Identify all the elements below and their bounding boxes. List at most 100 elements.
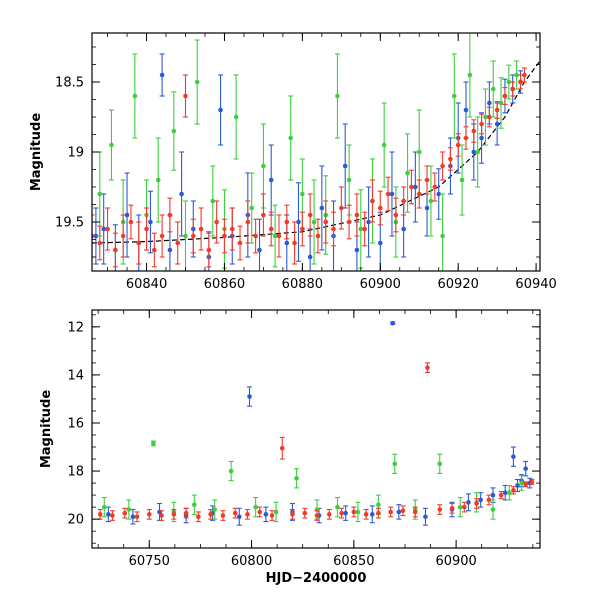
top-series-2-point	[237, 225, 243, 261]
top-data-point	[475, 149, 480, 155]
bottom-series-2-point	[97, 508, 103, 520]
top-data-point	[93, 233, 99, 239]
top-data-point	[171, 128, 177, 134]
top-data-point	[218, 107, 223, 113]
top-series-0-point	[342, 123, 348, 209]
top-data-point	[490, 86, 496, 92]
bottom-data-point	[122, 510, 128, 516]
top-data-point	[249, 205, 255, 211]
top-data-point	[272, 233, 278, 239]
top-series-0-point	[93, 207, 99, 265]
bottom-data-point	[191, 502, 197, 508]
top-series-2-point	[299, 211, 305, 247]
bottom-data-point	[130, 514, 136, 520]
bottom-data-point	[486, 497, 492, 503]
top-data-point	[97, 240, 103, 246]
top-data-point	[132, 93, 138, 99]
bottom-series-2-point	[375, 507, 381, 519]
bottom-series-2-point	[363, 508, 369, 520]
bottom-data-point	[437, 507, 443, 512]
top-data-point	[393, 212, 399, 218]
top-series-2-point	[182, 74, 188, 118]
bottom-data-point	[355, 509, 361, 515]
top-data-point	[366, 219, 371, 225]
top-data-point	[405, 170, 410, 176]
top-data-point	[253, 233, 258, 239]
top-series-2-point	[276, 214, 282, 258]
bottom-series-2-point	[302, 507, 308, 519]
top-series-1-point	[346, 144, 352, 216]
bottom-series-2-point	[183, 507, 189, 519]
top-data-point	[222, 233, 227, 239]
bottom-data-point	[245, 512, 250, 517]
top-series-1-point	[155, 137, 161, 223]
top-data-point	[292, 240, 297, 246]
top-data-point	[467, 72, 473, 78]
bottom-data-point	[232, 510, 238, 516]
top-series-1-point	[249, 172, 255, 244]
bottom-series-2-point	[474, 498, 480, 509]
bottom-data-point	[457, 504, 463, 510]
top-series-2-point	[175, 221, 181, 265]
top-series-1-point	[506, 64, 512, 100]
bottom-x-axis-title: HJD−2400000	[266, 571, 367, 586]
top-series-1-point	[97, 151, 103, 237]
bottom-series-0-point	[247, 386, 253, 407]
bottom-data-point	[228, 468, 234, 474]
top-series-2-point	[521, 67, 527, 83]
top-data-point	[377, 240, 383, 246]
bottom-y-tick-label: 14	[67, 368, 84, 383]
top-x-tick-label: 60900	[360, 277, 401, 292]
top-data-point	[300, 191, 305, 197]
top-data-point	[377, 205, 383, 211]
top-data-point	[179, 191, 184, 197]
top-data-point	[362, 226, 367, 232]
bottom-data-point	[314, 513, 320, 518]
bottom-data-point	[376, 510, 381, 516]
bottom-data-point	[236, 514, 242, 520]
bottom-y-axis-title: Magnitude	[39, 390, 54, 469]
bottom-data-point	[171, 512, 177, 517]
bottom-data-point	[212, 507, 218, 512]
top-data-point	[206, 247, 212, 253]
bottom-series-0-point	[105, 506, 111, 523]
top-series-2-point	[393, 197, 399, 233]
bottom-x-tick-label: 60900	[435, 554, 476, 569]
top-series-2-point	[190, 218, 196, 254]
bottom-series-0-point	[465, 493, 471, 512]
top-series-1-point	[459, 144, 465, 216]
top-data-point	[152, 247, 157, 253]
bottom-data-point	[523, 481, 528, 487]
top-data-point	[136, 240, 142, 246]
bottom-series-1-point	[228, 460, 234, 482]
bottom-data-point	[196, 514, 201, 520]
top-series-1-point	[440, 193, 446, 271]
bottom-data-point	[273, 509, 279, 515]
top-series-0-point	[159, 53, 165, 97]
top-series-0-point	[319, 165, 325, 251]
top-series-1-point	[451, 53, 457, 139]
bottom-series-2-point	[244, 508, 250, 520]
top-data-point	[424, 205, 430, 211]
top-series-2-point	[315, 218, 321, 254]
bottom-y-tick-label: 16	[67, 416, 84, 431]
top-data-point	[440, 233, 445, 239]
top-series-2-point	[206, 232, 212, 268]
bottom-frame	[91, 309, 541, 549]
top-data-point	[518, 79, 523, 85]
top-series-0-point	[147, 190, 153, 254]
top-data-point	[381, 142, 387, 148]
top-series-0-point	[218, 74, 224, 146]
top-data-point	[401, 226, 406, 232]
bottom-data-point	[478, 497, 483, 503]
top-series-2-point	[268, 211, 274, 247]
bottom-series-1-point	[212, 499, 218, 520]
top-series-2-point	[120, 214, 126, 258]
top-x-tick-label: 60940	[515, 277, 556, 292]
bottom-series-1-point	[126, 499, 132, 520]
top-data-point	[335, 93, 340, 99]
bottom-series-2-point	[388, 506, 394, 518]
bottom-data-point	[423, 514, 428, 520]
bottom-series-2-point	[122, 507, 128, 519]
